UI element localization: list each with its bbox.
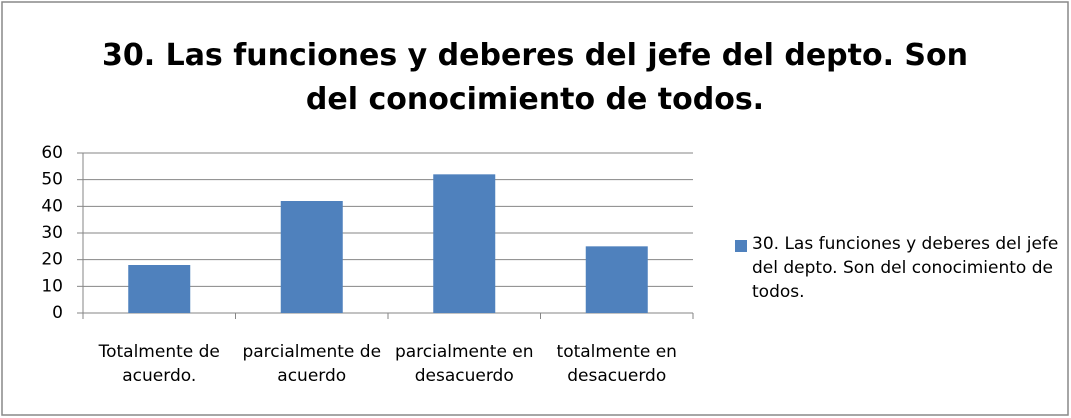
bar	[128, 265, 191, 313]
y-tick-label: 20	[41, 250, 63, 270]
bar	[585, 246, 648, 313]
chart-title: 30. Las funciones y deberes del jefe del…	[101, 38, 968, 117]
y-tick-label: 10	[41, 276, 63, 296]
bar	[280, 201, 343, 313]
y-tick-label: 40	[41, 196, 63, 216]
legend-swatch	[735, 240, 747, 252]
bar	[433, 174, 496, 313]
x-tick-label: Totalmente de acuerdo.	[98, 342, 220, 386]
x-tick-label: parcialmente en desacuerdo	[394, 342, 534, 386]
y-tick-label: 60	[41, 143, 63, 163]
legend-label: 30. Las funciones y deberes del jefe del…	[752, 234, 1059, 302]
y-tick-label: 50	[41, 170, 63, 190]
x-tick-label: totalmente en desacuerdo	[556, 342, 677, 386]
x-tick-label: parcialmente de acuerdo	[242, 342, 382, 386]
y-tick-label: 30	[41, 223, 63, 243]
y-tick-label: 0	[52, 303, 63, 323]
